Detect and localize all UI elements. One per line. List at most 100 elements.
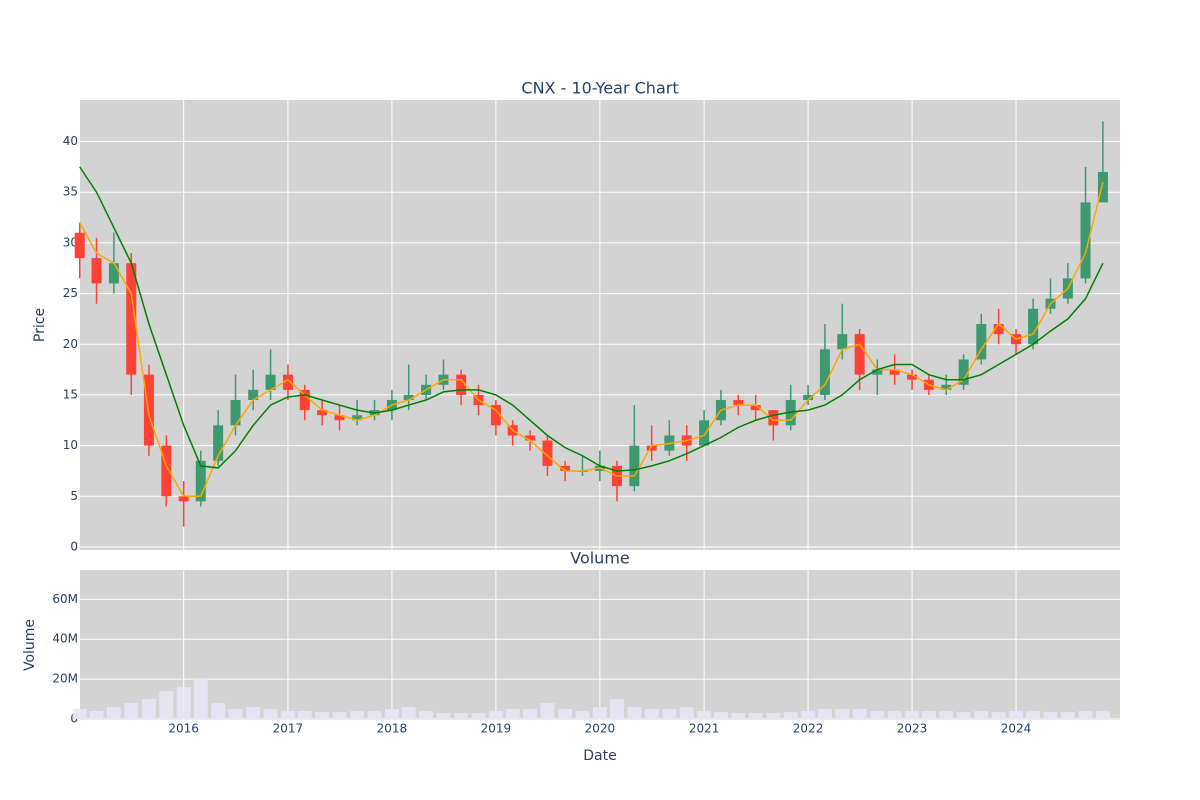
volume-bar — [141, 699, 156, 720]
volume-bar — [176, 687, 191, 720]
volume-bar — [1009, 711, 1024, 720]
candle-body — [91, 258, 102, 284]
candle-body — [1080, 202, 1091, 279]
volume-bar — [436, 713, 451, 720]
x-tick-label: 2023 — [897, 722, 928, 736]
candle-body — [403, 394, 414, 400]
y-tick-label: 0 — [70, 539, 78, 553]
volume-bar — [575, 711, 590, 720]
volume-bar — [609, 699, 624, 720]
volume-bar — [558, 709, 573, 720]
candle-body — [560, 465, 571, 471]
volume-bar — [748, 713, 763, 720]
volume-bar — [454, 713, 469, 720]
candle-body — [768, 410, 779, 426]
volume-bar — [1043, 712, 1058, 720]
moving-average-line — [79, 181, 1104, 498]
volume-bar — [350, 711, 365, 720]
x-tick-label: 2024 — [1001, 722, 1032, 736]
volume-bar — [193, 679, 208, 720]
candle-body — [195, 460, 206, 502]
x-tick-label: 2016 — [168, 722, 199, 736]
candle-body — [542, 440, 553, 466]
candle-body — [803, 394, 814, 400]
volume-bar — [627, 707, 642, 720]
candle-body — [699, 420, 710, 446]
candle-body — [352, 415, 363, 421]
volume-bar — [783, 712, 798, 720]
candle-body — [1097, 171, 1108, 203]
candle-body — [334, 415, 345, 421]
x-tick-label: 2022 — [793, 722, 824, 736]
y-tick-label: 35 — [63, 185, 78, 199]
volume-bar — [106, 707, 121, 720]
volume-bar — [592, 707, 607, 720]
candle-body — [854, 334, 865, 375]
volume-bar — [697, 711, 712, 720]
volume-bar — [887, 711, 902, 720]
volume-bar — [644, 709, 659, 720]
volume-bar — [817, 709, 832, 720]
volume-bar — [159, 691, 174, 720]
candle-body — [248, 389, 259, 400]
volume-title: Volume — [570, 549, 630, 568]
y-tick-label: 40 — [63, 134, 78, 148]
volume-bar — [471, 713, 486, 720]
volume-bar — [991, 712, 1006, 720]
candle-body — [282, 374, 293, 390]
volume-bar — [523, 709, 538, 720]
volume-bar — [540, 703, 555, 720]
volume-bar — [835, 709, 850, 720]
volume-bar — [852, 709, 867, 720]
volume-bar — [488, 711, 503, 720]
volume-bar — [1095, 711, 1110, 720]
x-tick-label: 2018 — [377, 722, 408, 736]
y-tick-label: 20 — [63, 337, 78, 351]
volume-bar — [731, 713, 746, 720]
candle-body — [819, 349, 830, 395]
volume-bar — [228, 709, 243, 720]
candle-body — [74, 232, 85, 259]
volume-bar — [905, 711, 920, 720]
y-tick-label: 10 — [63, 438, 78, 452]
volume-bar — [89, 711, 104, 720]
y-tick-label: 30 — [63, 235, 78, 249]
candle-body — [525, 435, 536, 441]
candle-body — [889, 369, 900, 375]
y-tick-label: 40M — [52, 632, 78, 646]
candle-body — [178, 496, 189, 502]
candle-body — [941, 384, 952, 390]
volume-axis-title: Volume — [22, 619, 38, 671]
candle-body — [976, 323, 987, 360]
candle-body — [750, 405, 761, 411]
volume-bar — [297, 711, 312, 720]
volume-bar — [1078, 711, 1093, 720]
candle-body — [958, 359, 969, 385]
candle-body — [1028, 308, 1039, 345]
candle-body — [837, 334, 848, 350]
y-tick-label: 20M — [52, 672, 78, 686]
x-tick-label: 2020 — [585, 722, 616, 736]
volume-bar — [211, 703, 226, 720]
volume-bar — [280, 711, 295, 720]
y-axis-title: Price — [32, 308, 48, 342]
candle-body — [993, 323, 1004, 335]
volume-bar — [263, 709, 278, 720]
volume-bar — [662, 709, 677, 720]
candle-body — [629, 445, 640, 487]
volume-bar — [766, 713, 781, 720]
candle-body — [317, 410, 328, 416]
candle-body — [456, 374, 467, 395]
x-tick-label: 2019 — [481, 722, 512, 736]
moving-average-line — [79, 166, 1104, 472]
candle-body — [126, 263, 137, 375]
volume-bar — [713, 712, 728, 720]
volume-bar — [505, 709, 520, 720]
volume-bar — [367, 711, 382, 720]
candle-body — [646, 445, 657, 451]
x-axis-title: Date — [583, 748, 616, 764]
volume-bar — [72, 709, 87, 720]
x-tick-label: 2021 — [689, 722, 720, 736]
volume-bar — [921, 711, 936, 720]
